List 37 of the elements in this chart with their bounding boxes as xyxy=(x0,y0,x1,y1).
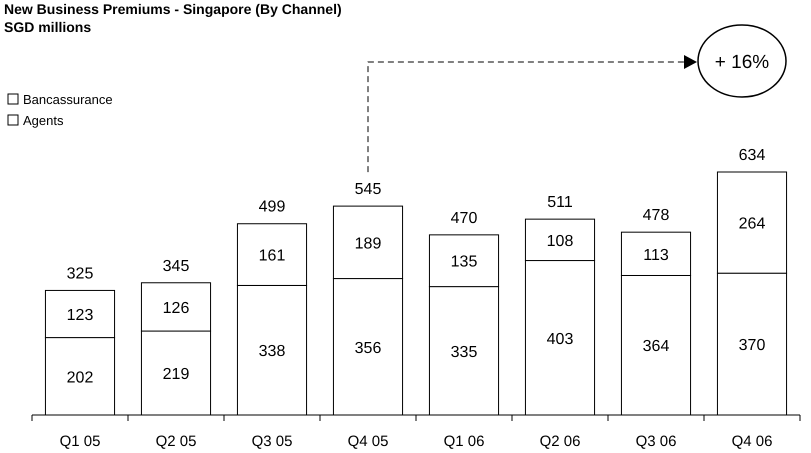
x-tick-label: Q3 06 xyxy=(636,433,676,450)
data-label: 219 xyxy=(162,366,190,384)
data-label: 403 xyxy=(546,330,574,348)
x-tick-label: Q4 06 xyxy=(732,433,772,450)
x-tick-label: Q2 05 xyxy=(156,433,196,450)
data-label: 126 xyxy=(162,300,190,317)
data-label: 370 xyxy=(738,337,766,354)
data-label: 123 xyxy=(66,307,94,324)
total-label: 545 xyxy=(354,181,382,198)
x-tick-label: Q1 05 xyxy=(60,433,100,450)
total-label: 345 xyxy=(162,258,190,275)
total-label: 478 xyxy=(642,207,670,224)
legend-label: Agents xyxy=(23,113,64,128)
text: + 16% xyxy=(714,52,770,73)
data-label: 364 xyxy=(642,338,670,356)
data-label: 189 xyxy=(354,235,382,252)
legend-label: Bancassurance xyxy=(23,92,113,107)
data-label: 202 xyxy=(66,369,94,386)
chart-title: New Business Premiums - Singapore (By Channel) xyxy=(4,1,342,17)
data-label: 113 xyxy=(643,246,669,264)
total-label: 511 xyxy=(547,194,573,212)
total-label: 325 xyxy=(66,265,94,282)
data-label: 108 xyxy=(546,232,574,250)
x-tick-label: Q1 06 xyxy=(444,433,484,450)
total-label: 499 xyxy=(258,198,286,216)
chart-subtitle: SGD millions xyxy=(4,19,92,35)
x-tick-label: Q2 06 xyxy=(540,433,580,450)
data-label: 338 xyxy=(258,343,286,360)
data-label: 264 xyxy=(738,216,766,233)
total-label: 470 xyxy=(450,210,478,227)
x-tick-label: Q3 05 xyxy=(252,433,292,450)
data-label: 135 xyxy=(450,254,478,271)
data-label: 161 xyxy=(258,248,286,265)
x-tick-label: Q4 05 xyxy=(348,433,388,450)
data-label: 335 xyxy=(450,344,478,361)
total-label: 634 xyxy=(738,147,766,164)
data-label: 356 xyxy=(354,340,382,357)
